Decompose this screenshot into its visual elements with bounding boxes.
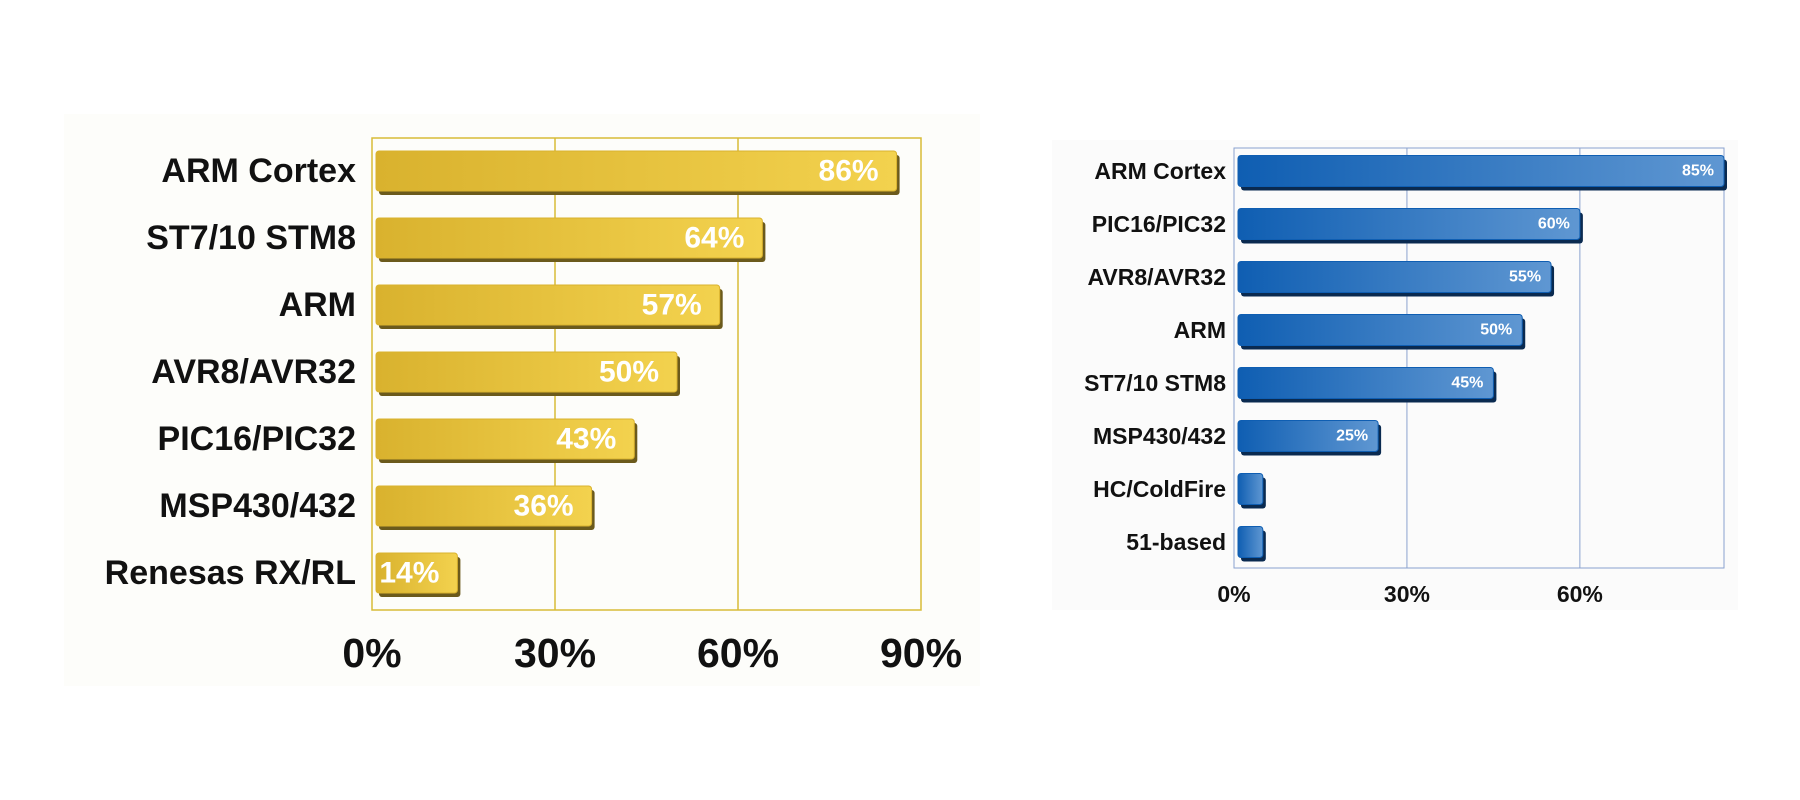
- category-label: AVR8/AVR32: [1088, 264, 1226, 290]
- bar-51-based: [1237, 526, 1264, 558]
- data-label: 60%: [1538, 216, 1570, 233]
- x-tick-label: 90%: [880, 630, 962, 676]
- data-label: 50%: [1480, 322, 1512, 339]
- left-bar-chart: ARM Cortex 86% ST7/10 STM8 64% ARM 57% AVR8/AV…: [105, 137, 962, 676]
- data-label: 14%: [379, 557, 439, 590]
- category-label: PIC16/PIC32: [158, 420, 356, 458]
- category-label: ST7/10 STM8: [146, 219, 356, 257]
- bar-pic16-pic32: [1237, 208, 1581, 240]
- x-tick-label: 60%: [1557, 581, 1603, 607]
- data-label: 36%: [514, 490, 574, 523]
- x-tick-label: 30%: [514, 630, 596, 676]
- data-label: 55%: [1509, 269, 1541, 286]
- x-tick-label: 0%: [1217, 581, 1250, 607]
- data-label: 85%: [1682, 163, 1714, 180]
- bar-msp430-432: [375, 485, 593, 527]
- bar-arm-cortex: [375, 150, 898, 192]
- data-label: 57%: [642, 289, 702, 322]
- category-label: HC/ColdFire: [1093, 476, 1226, 502]
- x-tick-label: 60%: [697, 630, 779, 676]
- data-label: 86%: [819, 155, 879, 188]
- x-tick-label: 0%: [342, 630, 401, 676]
- data-label: 25%: [1336, 428, 1368, 445]
- bar-hc-coldfire: [1237, 473, 1264, 505]
- bar-st7-10-stm8: [1237, 367, 1494, 399]
- category-label: 51-based: [1126, 529, 1226, 555]
- bar-arm: [375, 284, 721, 326]
- category-label: ARM: [1174, 317, 1226, 343]
- category-label: ST7/10 STM8: [1084, 370, 1226, 396]
- bar-pic16-pic32: [375, 418, 635, 460]
- right-bar-chart: ARM Cortex 85% PIC16/PIC32 60% AVR8/AVR32 55%…: [1084, 147, 1727, 607]
- category-label: ARM Cortex: [1094, 158, 1226, 184]
- data-label: 64%: [684, 222, 744, 255]
- category-label: MSP430/432: [159, 487, 356, 525]
- category-label: AVR8/AVR32: [151, 353, 356, 391]
- plot-frame: [1233, 147, 1725, 569]
- data-label: 45%: [1451, 375, 1483, 392]
- data-label: 43%: [556, 423, 616, 456]
- category-label: ARM: [279, 286, 356, 324]
- bar-arm-cortex: [1237, 155, 1725, 187]
- category-label: ARM Cortex: [161, 152, 356, 190]
- category-label: MSP430/432: [1093, 423, 1226, 449]
- bar-renesas-rx-rl: [375, 552, 458, 594]
- bar-msp430-432: [1237, 420, 1379, 452]
- category-label: Renesas RX/RL: [105, 554, 356, 592]
- data-label: 50%: [599, 356, 659, 389]
- bar-arm: [1237, 314, 1523, 346]
- bar-st7-10-stm8: [375, 217, 763, 259]
- category-label: PIC16/PIC32: [1092, 211, 1226, 237]
- left-chart-background: [64, 114, 980, 686]
- plot-frame: [371, 137, 922, 611]
- bar-avr8-avr32: [375, 351, 678, 393]
- x-tick-label: 30%: [1384, 581, 1430, 607]
- bar-avr8-avr32: [1237, 261, 1552, 293]
